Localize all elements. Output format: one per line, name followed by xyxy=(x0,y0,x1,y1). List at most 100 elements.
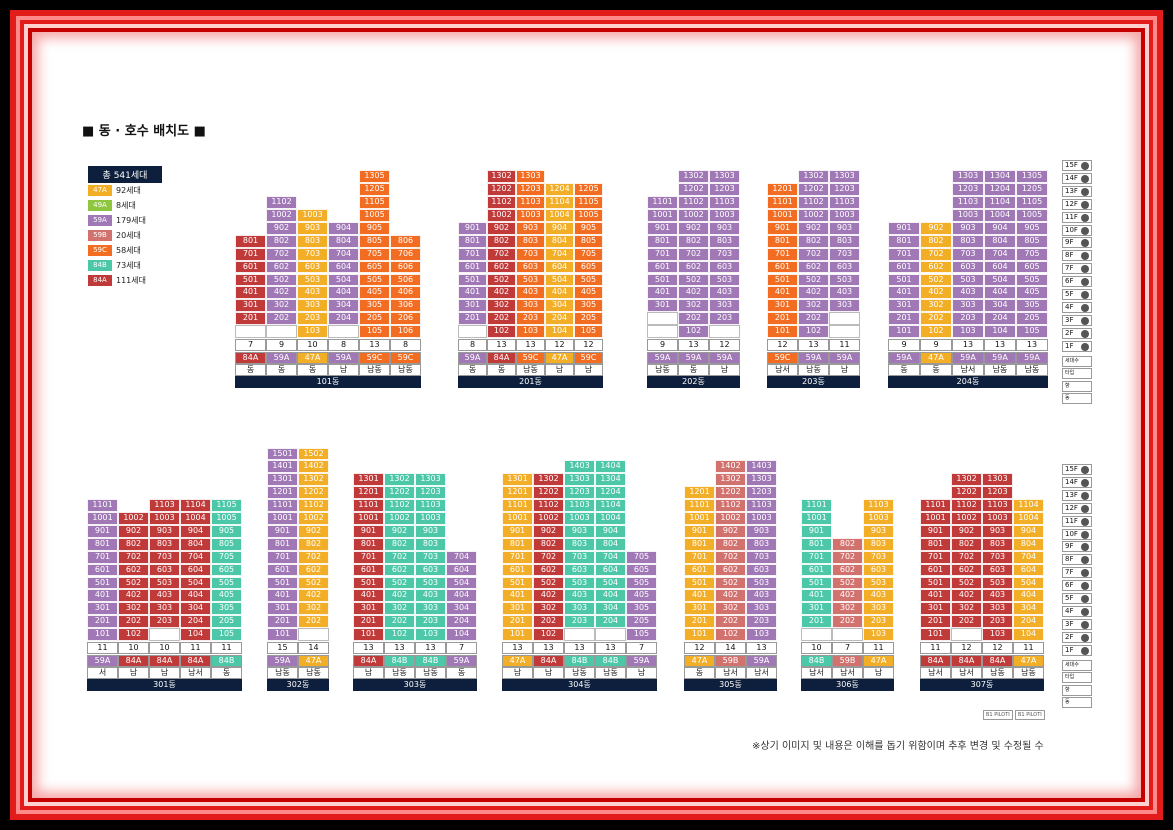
unit-cell: 303 xyxy=(952,299,984,313)
line-dir: 남 xyxy=(574,364,603,376)
line-dir: 동 xyxy=(266,364,297,376)
floor-footer-label: 향 xyxy=(1062,684,1092,696)
unit-cell: 201 xyxy=(235,312,266,326)
unit-cell: 202 xyxy=(533,615,564,629)
unit-cell: 601 xyxy=(767,260,798,274)
unit-cell: 1001 xyxy=(801,512,832,525)
unit-cell: 504 xyxy=(1013,576,1044,590)
floor-footer-label: 동 xyxy=(1062,393,1092,404)
unit-cell: 803 xyxy=(415,537,446,551)
line-dir: 남 xyxy=(533,667,564,679)
unit-cell: 401 xyxy=(920,589,951,603)
legend-count: 20세대 xyxy=(116,231,141,240)
unit-cell: 701 xyxy=(920,550,951,564)
floor-label: 5F xyxy=(1062,593,1092,604)
unit-cell: 702 xyxy=(832,550,863,564)
floor-label: 10F xyxy=(1062,528,1092,540)
unit-cell: 105 xyxy=(359,325,390,338)
unit-cell: 304 xyxy=(1013,602,1044,616)
building-name: 302동 xyxy=(267,679,329,691)
unit-cell: 503 xyxy=(746,576,777,590)
unit-cell: 1003 xyxy=(952,209,984,222)
line-count: 12 xyxy=(767,339,798,351)
unit-cell: 702 xyxy=(118,550,149,564)
line-dir: 남동 xyxy=(298,667,329,679)
unit-cell: 1101 xyxy=(647,196,678,209)
unit-cell: 604 xyxy=(1013,563,1044,577)
unit-cell: 1103 xyxy=(564,499,595,512)
unit-cell: 504 xyxy=(984,273,1016,287)
unit-cell: 1004 xyxy=(180,512,211,525)
line-type: 59A xyxy=(267,654,298,667)
unit-cell: 1302 xyxy=(798,170,829,184)
unit-cell: 802 xyxy=(384,537,415,551)
floor-label-text: 7F xyxy=(1065,264,1074,273)
unit-cell: 802 xyxy=(266,234,297,248)
unit-cell: 1003 xyxy=(829,209,860,222)
unit-cell: 1201 xyxy=(353,486,384,500)
unit-cell: 801 xyxy=(684,537,715,551)
unit-cell: 501 xyxy=(801,576,832,590)
line-dir: 남동 xyxy=(415,667,446,679)
unit-cell: 1001 xyxy=(920,512,951,525)
unit-cell: 403 xyxy=(709,286,740,300)
line-dir: 남서 xyxy=(180,667,211,679)
unit-cell: 104 xyxy=(1013,628,1044,641)
line-type: 84A xyxy=(487,351,516,364)
unit-cell: 1102 xyxy=(384,499,415,512)
unit-cell: 601 xyxy=(684,563,715,577)
unit-cell: 705 xyxy=(1016,247,1048,261)
unit-cell: 404 xyxy=(180,589,211,603)
line-type: 47A xyxy=(298,654,329,667)
floor-label: 8F xyxy=(1062,554,1092,566)
floor-label: 15F xyxy=(1062,160,1092,171)
unit-cell: 702 xyxy=(298,550,329,564)
unit-cell: 202 xyxy=(920,312,952,326)
unit-cell: 1005 xyxy=(359,209,390,222)
unit-cell: 203 xyxy=(149,615,180,629)
unit-cell: 104 xyxy=(446,628,477,641)
unit-cell: 1101 xyxy=(267,499,298,512)
unit-cell-empty xyxy=(235,325,266,338)
line-type: 59A xyxy=(328,351,359,364)
line-type: 59C xyxy=(516,351,545,364)
line-count: 11 xyxy=(920,642,951,654)
unit-cell: 902 xyxy=(118,524,149,538)
unit-cell: 402 xyxy=(384,589,415,603)
line-count: 14 xyxy=(715,642,746,654)
unit-cell: 803 xyxy=(952,234,984,248)
floor-label: 9F xyxy=(1062,237,1092,249)
unit-cell: 301 xyxy=(767,299,798,313)
unit-cell: 1303 xyxy=(746,473,777,487)
unit-cell: 905 xyxy=(359,221,390,235)
legend-count: 92세대 xyxy=(116,186,141,195)
unit-cell: 204 xyxy=(1013,615,1044,629)
floor-label-text: 11F xyxy=(1065,516,1078,525)
unit-cell: 303 xyxy=(746,602,777,616)
line-count: 13 xyxy=(1016,339,1048,351)
unit-cell: 302 xyxy=(487,299,516,313)
unit-cell: 804 xyxy=(328,234,359,248)
line-count: 12 xyxy=(574,339,603,351)
unit-cell: 504 xyxy=(328,273,359,287)
building-name: 204동 xyxy=(888,376,1048,388)
unit-cell: 404 xyxy=(1013,589,1044,603)
floor-label-text: 14F xyxy=(1065,477,1078,486)
unit-cell: 806 xyxy=(390,234,421,248)
unit-cell: 703 xyxy=(149,550,180,564)
unit-cell: 501 xyxy=(647,273,678,287)
line-dir: 남동 xyxy=(359,364,390,376)
unit-cell: 1002 xyxy=(715,512,746,525)
unit-cell: 204 xyxy=(328,312,359,326)
unit-cell: 1203 xyxy=(564,486,595,500)
unit-cell: 605 xyxy=(1016,260,1048,274)
unit-cell: 1203 xyxy=(982,486,1013,500)
legend: 총 541세대 47A 92세대 49A 8세대 59A 179세대 59B 20세대 59C 5… xyxy=(88,166,162,288)
unit-cell: 904 xyxy=(595,524,626,538)
unit-cell: 1103 xyxy=(516,196,545,209)
line-count: 8 xyxy=(458,339,487,351)
unit-cell: 501 xyxy=(353,576,384,590)
unit-cell: 701 xyxy=(458,247,487,261)
line-count: 13 xyxy=(353,642,384,654)
